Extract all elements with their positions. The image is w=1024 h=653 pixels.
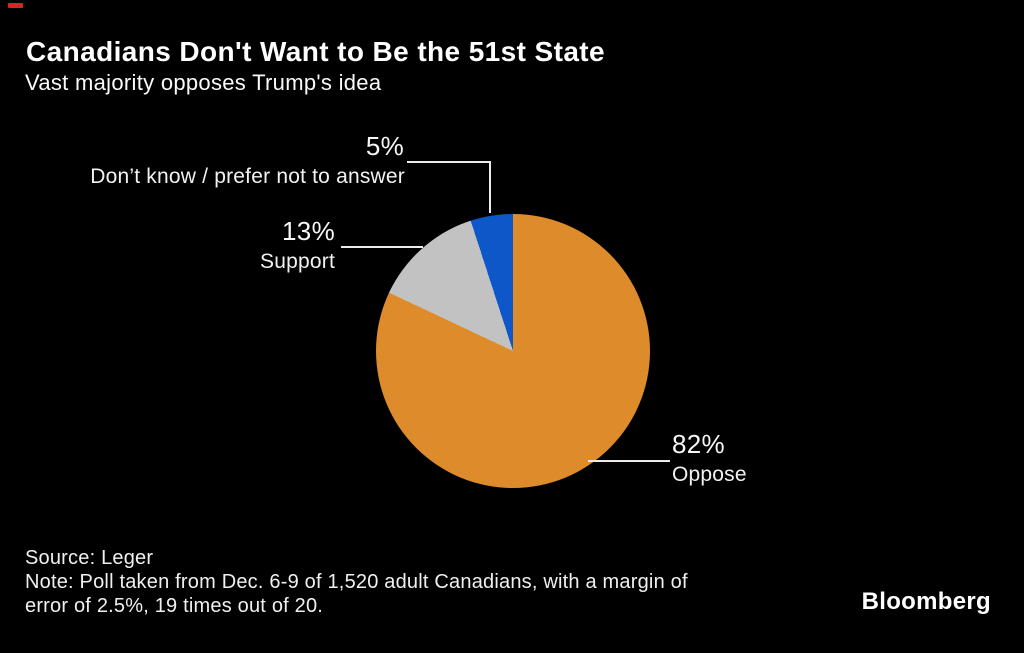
leader-line-support [341, 246, 423, 248]
value-label-dontknow: 5% [365, 131, 404, 161]
note-line-1: Note: Poll taken from Dec. 6-9 of 1,520 … [25, 571, 688, 593]
note-line-2: error of 2.5%, 19 times out of 20. [25, 595, 324, 617]
bloomberg-logo: Bloomberg [861, 588, 991, 615]
chart-title: Canadians Don't Want to Be the 51st Stat… [26, 36, 605, 67]
value-label-oppose: 82% [672, 429, 725, 459]
category-label-dontknow: Don’t know / prefer not to answer [90, 165, 405, 188]
footer-notes: Source: Leger Note: Poll taken from Dec.… [25, 546, 688, 618]
red-progress-mark [8, 3, 23, 8]
category-label-support: Support [260, 250, 335, 273]
category-label-oppose: Oppose [672, 463, 747, 486]
value-label-support: 13% [282, 216, 335, 246]
source-line: Source: Leger [25, 547, 154, 569]
chart-subtitle: Vast majority opposes Trump's idea [25, 70, 382, 95]
leader-line-dontknow-vertical [489, 161, 491, 213]
leader-line-dontknow-horizontal [407, 161, 491, 163]
leader-line-oppose [588, 460, 670, 462]
pie-chart [376, 214, 650, 488]
